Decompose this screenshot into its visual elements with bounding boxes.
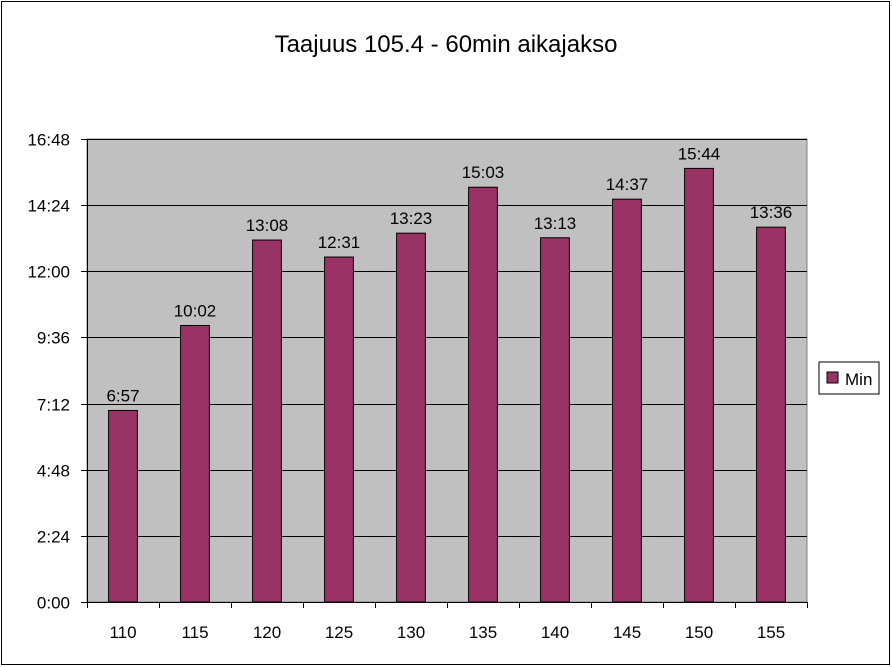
data-label: 13:08 — [246, 216, 289, 235]
bar — [324, 256, 354, 603]
x-tick-label: 135 — [469, 623, 497, 642]
data-label: 12:31 — [318, 233, 361, 252]
chart-title: Taajuus 105.4 - 60min aikajakso — [275, 31, 618, 58]
data-label: 14:37 — [606, 175, 649, 194]
y-tick-label: 12:00 — [27, 263, 70, 282]
axes: 0:00 2:24 4:48 7:12 9:36 12:00 14:24 16:48 110 11… — [27, 131, 808, 642]
data-label: 13:13 — [534, 214, 577, 233]
y-tick-label: 14:24 — [27, 197, 70, 216]
bar — [468, 186, 498, 603]
data-label: 6:57 — [106, 386, 139, 405]
y-tick-label: 7:12 — [37, 396, 70, 415]
y-tick-label: 4:48 — [37, 462, 70, 481]
y-tick-label: 9:36 — [37, 329, 70, 348]
bar — [612, 198, 642, 603]
data-label: 13:23 — [390, 209, 433, 228]
x-tick-label: 155 — [757, 623, 785, 642]
data-label: 13:36 — [750, 203, 793, 222]
bar — [108, 409, 138, 603]
y-tick-label: 2:24 — [37, 528, 70, 547]
y-tick-label: 16:48 — [27, 131, 70, 150]
legend-swatch — [826, 371, 839, 384]
bar — [684, 167, 714, 603]
x-tick-label: 145 — [613, 623, 641, 642]
bar — [756, 226, 786, 603]
x-tick-label: 125 — [325, 623, 353, 642]
x-tick-label: 110 — [109, 623, 136, 642]
bars — [108, 167, 786, 603]
legend: Min — [818, 361, 880, 395]
x-tick-label: 150 — [685, 623, 713, 642]
y-tick-label: 0:00 — [37, 594, 70, 613]
data-label: 15:44 — [678, 144, 721, 163]
data-labels: 6:57 10:02 13:08 12:31 13:23 15:03 13:13 14:37 1… — [106, 144, 792, 405]
data-label: 15:03 — [462, 163, 505, 182]
x-tick-label: 130 — [397, 623, 425, 642]
bar — [540, 237, 570, 603]
bar — [180, 324, 210, 603]
bar — [252, 239, 282, 603]
x-tick-label: 120 — [253, 623, 281, 642]
x-tick-label: 140 — [541, 623, 569, 642]
x-tick-label: 115 — [181, 623, 208, 642]
legend-label: Min — [845, 370, 872, 389]
bar — [396, 232, 426, 603]
data-label: 10:02 — [174, 301, 217, 320]
